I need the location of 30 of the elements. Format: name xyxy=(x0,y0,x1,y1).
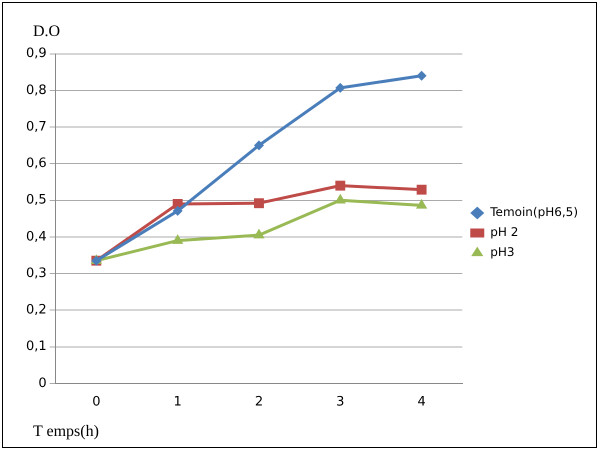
x-tick-label: 1 xyxy=(174,394,182,410)
point xyxy=(254,140,264,150)
y-tick-label: 0,5 xyxy=(26,192,47,208)
y-tick-label: 0 xyxy=(38,376,47,391)
point xyxy=(254,198,264,208)
x-axis-title: T emps(h) xyxy=(33,423,99,441)
point xyxy=(335,180,346,191)
x-tick-label: 0 xyxy=(92,394,100,410)
x-tick-label: 4 xyxy=(417,394,426,410)
y-tick-label: 0,3 xyxy=(26,266,47,281)
point xyxy=(416,70,427,81)
point xyxy=(172,234,184,244)
point xyxy=(416,198,428,209)
y-tick-label: 0,2 xyxy=(26,302,47,318)
legend-label: Temoin(pH6,5) xyxy=(489,205,578,220)
y-tick-label: 0,1 xyxy=(26,339,47,354)
y-tick-label: 0,9 xyxy=(26,46,47,62)
legend-label: pH 2 xyxy=(490,225,518,240)
y-tick-label: 0,4 xyxy=(26,229,47,244)
legend-label: pH3 xyxy=(490,245,515,260)
x-tick-label: 3 xyxy=(336,394,344,410)
y-tick-label: 0,6 xyxy=(26,156,47,172)
point xyxy=(172,206,183,216)
point xyxy=(335,82,346,93)
y-tick-label: 0,8 xyxy=(26,82,47,98)
y-axis-title: D.O xyxy=(33,23,60,41)
point xyxy=(253,228,265,238)
y-tick-label: 0,7 xyxy=(26,119,47,134)
x-tick-label: 2 xyxy=(254,394,264,410)
point xyxy=(416,184,427,195)
